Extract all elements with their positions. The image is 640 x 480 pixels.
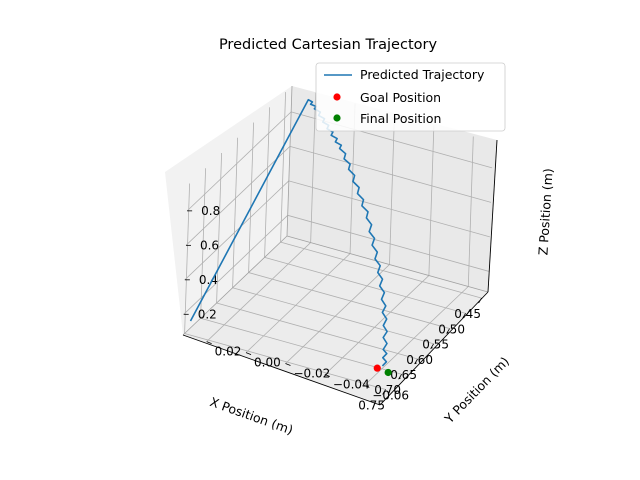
y-tick-label-0: −0.06	[372, 389, 409, 403]
x-tick-label-5: 0.70	[374, 383, 401, 397]
y-tick-label-2: −0.02	[293, 367, 330, 381]
y-tick-label-1: −0.04	[333, 378, 370, 392]
grid-z-left-0	[183, 215, 288, 315]
grid-y-floor-1	[324, 275, 430, 375]
x-tick-2	[446, 328, 450, 334]
grid-z-back-1	[288, 180, 490, 238]
grid-y-floor-0	[364, 286, 469, 386]
grid-x-left-6	[184, 183, 190, 334]
y-tick-2	[285, 363, 291, 366]
grid-y-back-4	[310, 92, 317, 243]
grid-z-back-0	[287, 214, 489, 272]
y-tick-label-4: 0.02	[215, 345, 242, 359]
grid-x-floor-2	[248, 272, 450, 329]
z-ticks: 0.2 0.4 0.6 0.8	[183, 204, 220, 321]
y-tick-3	[245, 352, 252, 355]
grid-y-back-1	[428, 125, 435, 276]
series-1-point-0	[373, 364, 381, 372]
x-tick-label-6: 0.75	[358, 398, 385, 412]
axis-lines	[182, 139, 498, 406]
x-tick-label-2: 0.55	[422, 338, 449, 352]
legend-label-final: Final Position	[360, 111, 441, 126]
x-tick-label-0: 0.45	[454, 307, 481, 321]
grid-y-floor-3	[245, 253, 351, 353]
grid-y-back-2	[389, 114, 395, 265]
grid-x-left-1	[264, 107, 270, 258]
edge-back-vertical	[286, 85, 293, 237]
grid-x-left-5	[200, 168, 206, 319]
x-tick-3	[430, 343, 434, 349]
grid-x-left-0	[280, 92, 286, 243]
z-tick-label-0: 0.2	[198, 307, 217, 321]
grid-z-left-1	[184, 180, 290, 281]
legend-marker-final	[333, 114, 341, 122]
grid-y-floor-2	[285, 264, 390, 364]
grid-y-back-0	[467, 136, 474, 287]
left-pane	[165, 86, 292, 335]
x-tick-label-4: 0.65	[390, 368, 417, 382]
grid-x-left-2	[248, 122, 254, 273]
y-tick-4	[206, 341, 212, 344]
grid-z-left-2	[185, 146, 291, 246]
grid-z-left-3	[186, 111, 292, 212]
x-tick-1	[462, 313, 466, 319]
grid-x-floor-0	[280, 241, 482, 299]
legend-label-trajectory: Predicted Trajectory	[360, 67, 485, 82]
edge-floor-back	[286, 235, 489, 293]
chart-title: Predicted Cartesian Trajectory	[219, 37, 438, 53]
x-axis-label: X Position (m)	[208, 394, 295, 437]
x-tick-label-1: 0.50	[438, 322, 465, 336]
y-axis-line	[379, 291, 489, 406]
x-tick-label-3: 0.60	[406, 353, 433, 367]
x-tick-6	[382, 389, 386, 395]
grid-x-left-3	[232, 137, 238, 288]
y-ticks: −0.06−0.04−0.02 0.00 0.02	[206, 341, 409, 403]
x-tick-0	[478, 297, 482, 304]
x-tick-5	[398, 374, 402, 380]
legend-marker-goal	[333, 93, 341, 101]
z-axis-label: Z Position (m)	[535, 168, 555, 256]
y-tick-1	[324, 374, 331, 377]
legend-label-goal: Goal Position	[360, 90, 441, 105]
grid-lines	[183, 92, 493, 390]
grid-x-floor-1	[264, 256, 466, 314]
grid-x-floor-5	[200, 317, 402, 375]
pane-edges	[182, 85, 489, 336]
legend-box	[315, 62, 506, 132]
y-tick-label-3: 0.00	[254, 356, 281, 370]
grid-x-left-4	[216, 153, 222, 304]
z-tick-label-2: 0.6	[200, 238, 219, 252]
x-ticks: 0.450.50 0.550.600.650.700.75	[358, 297, 482, 412]
y-tick-0	[364, 385, 370, 388]
x-axis-line	[182, 334, 381, 406]
z-tick-label-1: 0.4	[199, 273, 218, 287]
grid-z-back-2	[289, 145, 492, 203]
grid-x-floor-6	[184, 333, 386, 390]
x-tick-4	[414, 358, 418, 365]
edge-floor-left	[182, 235, 288, 336]
z-axis-line	[487, 139, 498, 293]
y-axis-label: Y Position (m)	[441, 354, 512, 427]
legend: Predicted Trajectory Goal Position Final…	[315, 62, 506, 132]
series-2-point-0	[384, 368, 392, 377]
grid-x-floor-3	[232, 287, 434, 345]
grid-y-floor-4	[206, 242, 311, 342]
z-tick-label-3: 0.8	[201, 204, 220, 218]
